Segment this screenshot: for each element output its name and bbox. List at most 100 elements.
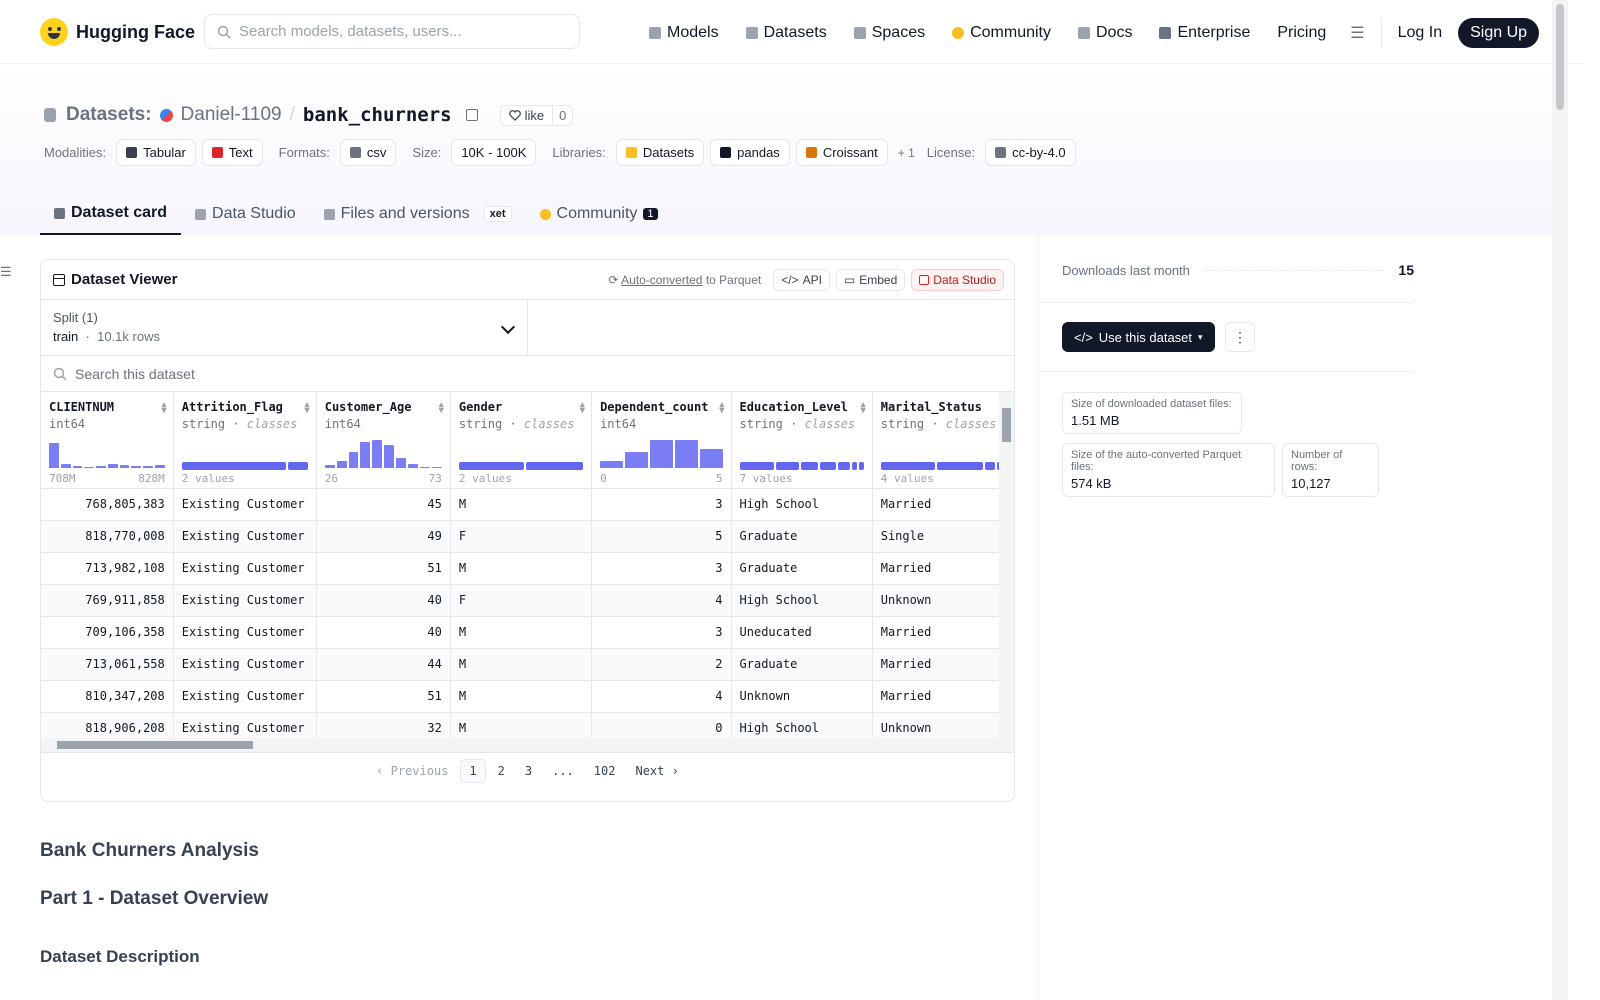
table-cell[interactable]: 3 [591,488,732,521]
table-cell[interactable]: 5 [591,520,732,553]
page-button[interactable]: 2 [497,763,505,778]
histogram-bar[interactable] [699,449,723,468]
table-cell[interactable]: 3 [591,616,732,649]
nav-link-enterprise[interactable]: Enterprise [1156,22,1260,44]
table-row[interactable]: 818,770,008 Existing Customer 49 F 5 Graduate… [41,520,1014,553]
histogram-bar[interactable] [72,466,83,468]
more-options-button[interactable]: ⋮ [1225,322,1255,352]
table-cell[interactable]: 713,061,558 [41,648,174,681]
class-segment[interactable] [880,462,936,470]
table-cell[interactable]: F [450,584,593,617]
histogram-bar[interactable] [336,460,347,468]
libraries-more[interactable]: + 1 [897,145,915,160]
tag-license[interactable]: cc-by-4.0 [985,139,1076,166]
table-cell[interactable]: Existing Customer [173,488,317,521]
tag-tabular[interactable]: Tabular [116,139,196,166]
tab-files-and-versions[interactable]: Files and versions xet [310,205,526,235]
column-header[interactable]: Gender string · classes ▲ ▼ 2 values [450,392,593,489]
menu-icon[interactable]: ☰ [1350,25,1365,42]
table-cell[interactable]: Unknown [872,584,1014,617]
table-cell[interactable]: Existing Customer [173,584,317,617]
brand[interactable]: Hugging Face [40,18,195,46]
sort-icon[interactable]: ▲▼ [438,400,444,416]
column-histogram[interactable] [600,438,723,468]
table-cell[interactable]: 40 [316,584,451,617]
signup-button[interactable]: Sign Up [1458,18,1540,48]
histogram-bar[interactable] [107,463,118,468]
sort-icon[interactable]: ▲▼ [719,400,725,416]
table-cell[interactable]: 4 [591,680,732,713]
histogram-bar[interactable] [96,466,106,468]
copy-icon[interactable] [465,109,478,121]
data-studio-button[interactable]: Data Studio [911,268,1004,291]
tab-community[interactable]: Community 1 [526,205,672,235]
breadcrumb-owner[interactable]: Daniel-1109 [180,104,282,125]
table-cell[interactable]: M [450,648,593,681]
class-segment[interactable] [776,462,799,470]
histogram-bar[interactable] [649,440,673,468]
histogram-bar[interactable] [49,443,59,468]
table-cell[interactable]: Graduate [731,552,873,585]
sort-icon[interactable]: ▲▼ [579,400,586,416]
column-class-bar[interactable] [181,462,308,470]
nav-link-community[interactable]: Community [949,22,1061,44]
sort-icon[interactable]: ▲▼ [161,400,167,416]
histogram-bar[interactable] [372,439,383,468]
tag-csv[interactable]: csv [339,139,397,166]
table-cell[interactable]: Uneducated [731,616,873,649]
column-header[interactable]: CLIENTNUM int64 ▲ ▼ 708M 828M [41,392,174,489]
breadcrumb-section[interactable]: Datasets: [66,104,152,125]
histogram-bar[interactable] [324,465,335,468]
histogram-bar[interactable] [143,465,154,468]
class-segment[interactable] [287,462,308,470]
histogram-bar[interactable] [119,465,130,468]
histogram-bar[interactable] [396,458,407,468]
histogram-bar[interactable] [84,466,95,468]
table-cell[interactable]: High School [731,488,873,521]
page-button[interactable]: 3 [524,763,533,778]
column-class-bar[interactable] [458,462,584,470]
column-header[interactable]: Education_Level string · classes ▲ ▼ 7 value… [731,392,873,489]
table-cell[interactable]: Existing Customer [173,648,317,681]
class-segment[interactable] [525,462,584,470]
histogram-bar[interactable] [674,439,698,468]
column-histogram[interactable] [49,438,165,468]
table-cell[interactable]: 818,770,008 [41,520,174,553]
table-cell[interactable]: M [450,616,593,649]
table-cell[interactable]: 44 [316,648,451,681]
class-segment[interactable] [181,462,286,470]
class-segment[interactable] [458,462,524,470]
page-scroll-thumb[interactable] [1556,4,1564,110]
page-scrollbar[interactable] [1552,0,1568,1000]
sidebar-toggle-icon[interactable]: ☰ [0,264,12,279]
nav-link-docs[interactable]: Docs [1075,22,1142,44]
table-cell[interactable]: Existing Customer [173,552,317,585]
table-cell[interactable]: Married [872,680,1014,713]
class-segment[interactable] [739,462,775,470]
page-button[interactable]: 102 [593,763,616,778]
histogram-bar[interactable] [384,444,395,468]
tag-size[interactable]: 10K - 100K [451,139,537,166]
global-search[interactable] [204,14,580,49]
table-cell[interactable]: 40 [316,616,451,649]
api-button[interactable]: </> API [773,268,830,291]
table-cell[interactable]: Unknown [731,680,873,713]
table-cell[interactable]: Married [872,648,1014,681]
table-cell[interactable]: Single [872,520,1014,553]
column-histogram[interactable] [324,438,442,468]
histogram-bar[interactable] [600,460,623,468]
vertical-scroll-thumb[interactable] [1002,408,1011,442]
table-cell[interactable]: Existing Customer [173,520,317,553]
nav-link-pricing[interactable]: Pricing [1274,22,1336,44]
class-segment[interactable] [937,462,984,470]
table-cell[interactable]: 709,106,358 [41,616,174,649]
class-segment[interactable] [800,462,818,470]
tag-datasets[interactable]: Datasets [615,139,705,166]
table-cell[interactable]: 51 [316,680,451,713]
tag-text[interactable]: Text [201,139,263,166]
horizontal-scroll-thumb[interactable] [57,741,253,749]
table-cell[interactable]: Graduate [731,520,873,553]
sort-icon[interactable]: ▲▼ [860,400,866,416]
page-title[interactable]: bank_churners [302,104,452,126]
